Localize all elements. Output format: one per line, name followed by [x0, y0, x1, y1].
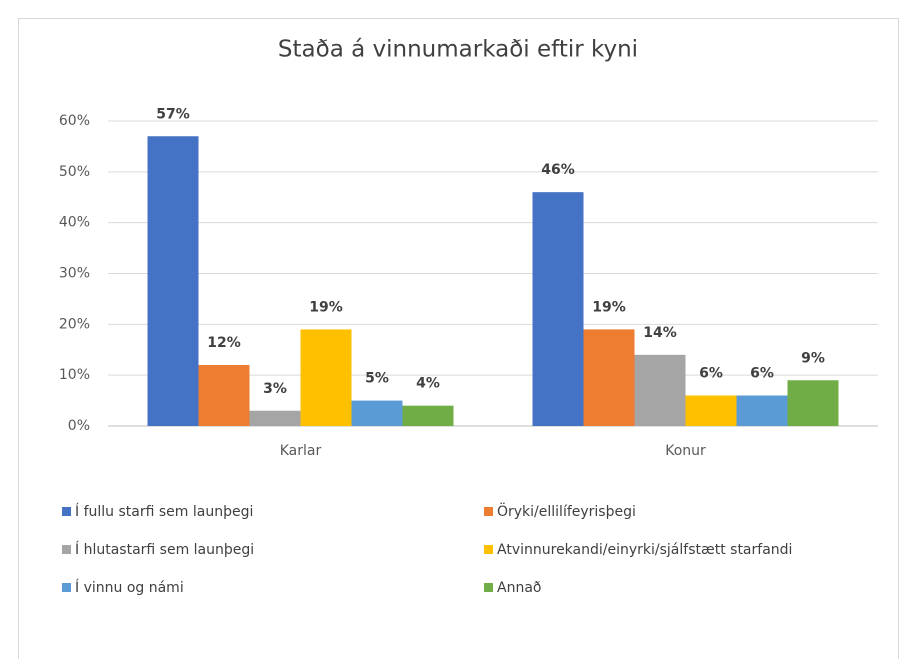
value-label: 6%	[750, 366, 774, 382]
value-label: 14%	[643, 325, 677, 341]
bar	[351, 400, 403, 426]
legend-label: Í vinnu og námi	[75, 579, 184, 596]
legend-swatch	[484, 583, 493, 592]
legend-label: Í hlutastarfi sem launþegi	[75, 541, 254, 558]
chart-title: Staða á vinnumarkaði eftir kyni	[278, 37, 638, 63]
legend-swatch	[62, 583, 71, 592]
y-tick-label: 30%	[59, 266, 90, 282]
bar	[787, 380, 839, 426]
value-label: 46%	[541, 162, 575, 178]
bar	[634, 354, 686, 426]
y-tick-label: 10%	[59, 367, 90, 383]
chart-border	[18, 18, 899, 659]
legend-label: Í fullu starfi sem launþegi	[75, 503, 253, 520]
legend-swatch	[62, 507, 71, 516]
bar	[532, 192, 584, 426]
bar	[402, 405, 454, 426]
bar	[685, 395, 737, 426]
x-tick-label: Karlar	[280, 443, 322, 459]
value-label: 9%	[801, 350, 825, 366]
value-label: 19%	[309, 299, 343, 315]
value-label: 12%	[207, 335, 241, 351]
y-tick-label: 60%	[59, 113, 90, 129]
value-label: 19%	[592, 299, 626, 315]
legend-swatch	[484, 545, 493, 554]
bar	[736, 395, 788, 426]
value-label: 5%	[365, 371, 389, 387]
value-label: 4%	[416, 376, 440, 392]
y-tick-label: 40%	[59, 215, 90, 231]
bar	[583, 329, 635, 426]
bar	[249, 410, 301, 426]
y-tick-label: 50%	[59, 164, 90, 180]
legend-label: Annað	[497, 580, 541, 596]
legend-label: Öryki/ellilífeyrisþegi	[497, 502, 636, 520]
value-label: 3%	[263, 381, 287, 397]
y-tick-label: 20%	[59, 316, 90, 332]
legend-label: Atvinnurekandi/einyrki/sjálfstætt starfa…	[497, 542, 792, 558]
x-tick-label: Konur	[665, 443, 706, 459]
value-label: 6%	[699, 366, 723, 382]
bar	[198, 365, 250, 426]
legend-swatch	[62, 545, 71, 554]
legend-swatch	[484, 507, 493, 516]
y-tick-label: 0%	[68, 418, 90, 434]
value-label: 57%	[156, 106, 190, 122]
bar	[300, 329, 352, 426]
bar	[147, 136, 199, 426]
